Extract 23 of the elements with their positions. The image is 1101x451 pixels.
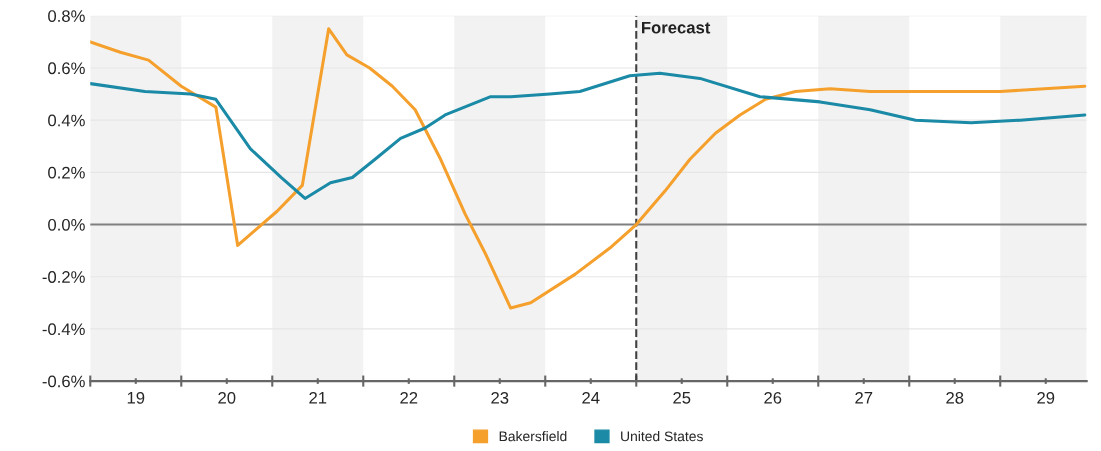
- x-tick-label: 26: [764, 391, 782, 404]
- x-tick-label: 24: [582, 391, 600, 404]
- line-series: [90, 71, 1087, 200]
- y-tick-label: 0.0%: [48, 218, 85, 231]
- y-tick-label: -0.4%: [42, 323, 85, 336]
- y-tick-label: 0.6%: [48, 62, 85, 75]
- ref-line-label: Forecast: [642, 21, 711, 34]
- y-tick-label: 0.8%: [48, 10, 85, 22]
- y-tick-label: 0.4%: [48, 114, 85, 127]
- y-tick-label: -0.6%: [42, 375, 85, 388]
- x-tick-label: 19: [127, 391, 145, 404]
- x-tick-label: 25: [673, 391, 691, 404]
- x-tick-label: 29: [1037, 391, 1055, 404]
- y-tick-label: 0.2%: [48, 166, 85, 179]
- x-tick-label: 21: [309, 391, 327, 404]
- x-tick-label: 20: [218, 391, 236, 404]
- x-tick-label: 22: [400, 391, 418, 404]
- x-tick-label: 27: [855, 391, 873, 404]
- legend-label: United States: [621, 431, 703, 442]
- x-tick-label: 28: [946, 391, 964, 404]
- legend-label: Bakersfield: [499, 431, 567, 442]
- x-tick-label: 23: [491, 391, 509, 404]
- y-tick-label: -0.2%: [42, 271, 85, 283]
